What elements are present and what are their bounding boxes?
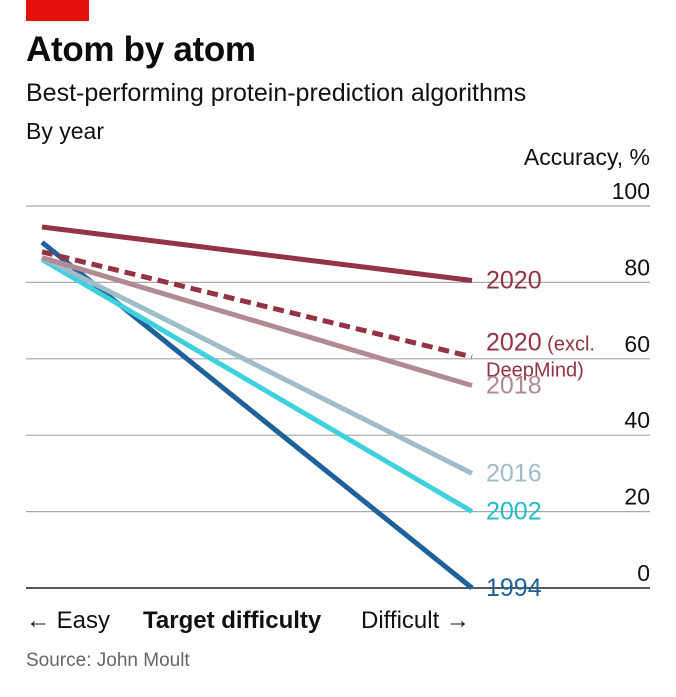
series-line-2016 [40, 255, 474, 476]
series-label-5-0: 1994 [486, 574, 542, 602]
y-axis-label: Accuracy, % [524, 144, 650, 170]
series-label-4-0: 2002 [486, 498, 542, 526]
source-note: Source: John Moult [26, 650, 190, 671]
brand-flag [26, 0, 89, 21]
chart-subtitle: Best-performing protein-prediction algor… [26, 79, 527, 107]
y-tick-label-60: 60 [624, 331, 650, 357]
x-axis-left-label: ← Easy [26, 607, 110, 634]
series-line-2020-excl-deepmind [41, 249, 473, 360]
series-line-2018 [41, 255, 473, 388]
series-line-1994 [40, 240, 474, 590]
y-tick-label-20: 20 [624, 484, 650, 510]
y-tick-label-100: 100 [612, 178, 650, 204]
y-tick-label-0: 0 [637, 560, 650, 586]
series-label-1-0: 2020 (excl. [486, 329, 595, 357]
series-line-2002 [40, 257, 474, 514]
y-tick-label-80: 80 [624, 254, 650, 280]
series-label-0-0: 2020 [486, 266, 542, 294]
series-label-2-0: 2018 [486, 372, 542, 400]
series-label-1-1: DeepMind) [486, 360, 584, 382]
y-tick-label-40: 40 [624, 407, 650, 433]
x-axis-label: Target difficulty [143, 607, 322, 634]
chart-title: Atom by atom [26, 30, 256, 69]
x-axis-right-label: Difficult → [361, 607, 470, 634]
series-label-3-0: 2016 [486, 459, 542, 487]
chart-subsubtitle: By year [26, 118, 104, 144]
series-line-2020 [41, 224, 473, 283]
